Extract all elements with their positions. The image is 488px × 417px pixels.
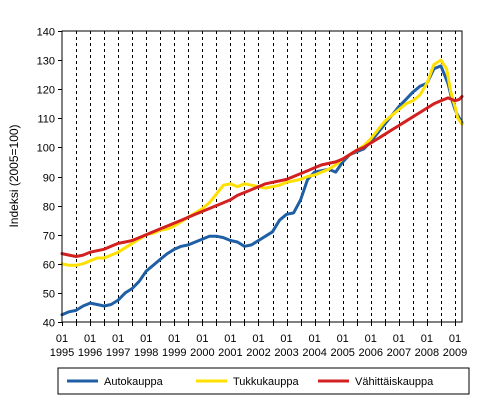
y-tick-label: 90 <box>43 173 55 185</box>
y-tick-label: 50 <box>43 289 55 301</box>
plot-area-frame <box>61 30 463 323</box>
y-tick-label: 40 <box>43 318 55 330</box>
y-tick-label: 100 <box>37 143 55 155</box>
x-tick-month-label: 01 <box>365 333 377 345</box>
x-tick-month-label: 01 <box>84 333 96 345</box>
axes: 40 50 60 70 80 90 100 110 120 130 140 01 1995 01 1996 0… <box>37 27 468 360</box>
y-tick-label: 130 <box>37 56 55 68</box>
y-tick-label: 70 <box>43 231 55 243</box>
x-tick-year-label: 1997 <box>106 347 130 359</box>
series-line-v-hitt-iskauppa <box>60 95 464 258</box>
x-tick-month-label: 01 <box>337 333 349 345</box>
x-tick-year-label: 2009 <box>443 347 467 359</box>
x-tick-year-label: 2003 <box>274 347 298 359</box>
x-tick-month-label: 01 <box>309 333 321 345</box>
legend: Autokauppa Tukkukauppa Vähittäiskauppa <box>57 367 470 395</box>
x-tick-year-label: 2005 <box>330 347 354 359</box>
x-tick-month-label: 01 <box>56 333 68 345</box>
y-tick-label: 140 <box>37 27 55 39</box>
x-tick-year-label: 2007 <box>387 347 411 359</box>
series-layer <box>60 58 464 317</box>
x-tick-month-label: 01 <box>421 333 433 345</box>
x-tick-year-label: 2004 <box>302 347 326 359</box>
x-tick-year-label: 2001 <box>218 347 242 359</box>
x-tick-year-label: 2008 <box>415 347 439 359</box>
x-tick-month-label: 01 <box>140 333 152 345</box>
x-tick-month-label: 01 <box>168 333 180 345</box>
x-tick-year-label: 1999 <box>162 347 186 359</box>
y-axis-title: Indeksi (2005=100) <box>7 124 21 227</box>
x-tick-year-label: 2002 <box>246 347 270 359</box>
x-tick-month-label: 01 <box>112 333 124 345</box>
y-tick-label: 60 <box>43 260 55 272</box>
legend-label-v-hitt-iskauppa: Vähittäiskauppa <box>355 376 434 388</box>
x-tick-month-label: 01 <box>393 333 405 345</box>
y-tick-label: 80 <box>43 202 55 214</box>
legend-label-tukkukauppa: Tukkukauppa <box>233 376 300 388</box>
x-tick-month-label: 01 <box>280 333 292 345</box>
series-line-autokauppa <box>60 64 464 317</box>
x-tick-year-label: 1995 <box>50 347 74 359</box>
x-tick-year-label: 1996 <box>78 347 102 359</box>
x-tick-month-label: 01 <box>196 333 208 345</box>
x-tick-month-label: 01 <box>449 333 461 345</box>
legend-label-autokauppa: Autokauppa <box>104 376 164 388</box>
y-tick-label: 120 <box>37 85 55 97</box>
x-tick-month-label: 01 <box>224 333 236 345</box>
x-tick-year-label: 2006 <box>359 347 383 359</box>
gridlines <box>76 31 456 322</box>
x-tick-year-label: 2000 <box>190 347 214 359</box>
y-tick-label: 110 <box>37 114 55 126</box>
legend-box <box>57 367 470 395</box>
x-tick-year-label: 1998 <box>134 347 158 359</box>
series-line-tukkukauppa <box>60 58 464 267</box>
x-tick-month-label: 01 <box>252 333 264 345</box>
